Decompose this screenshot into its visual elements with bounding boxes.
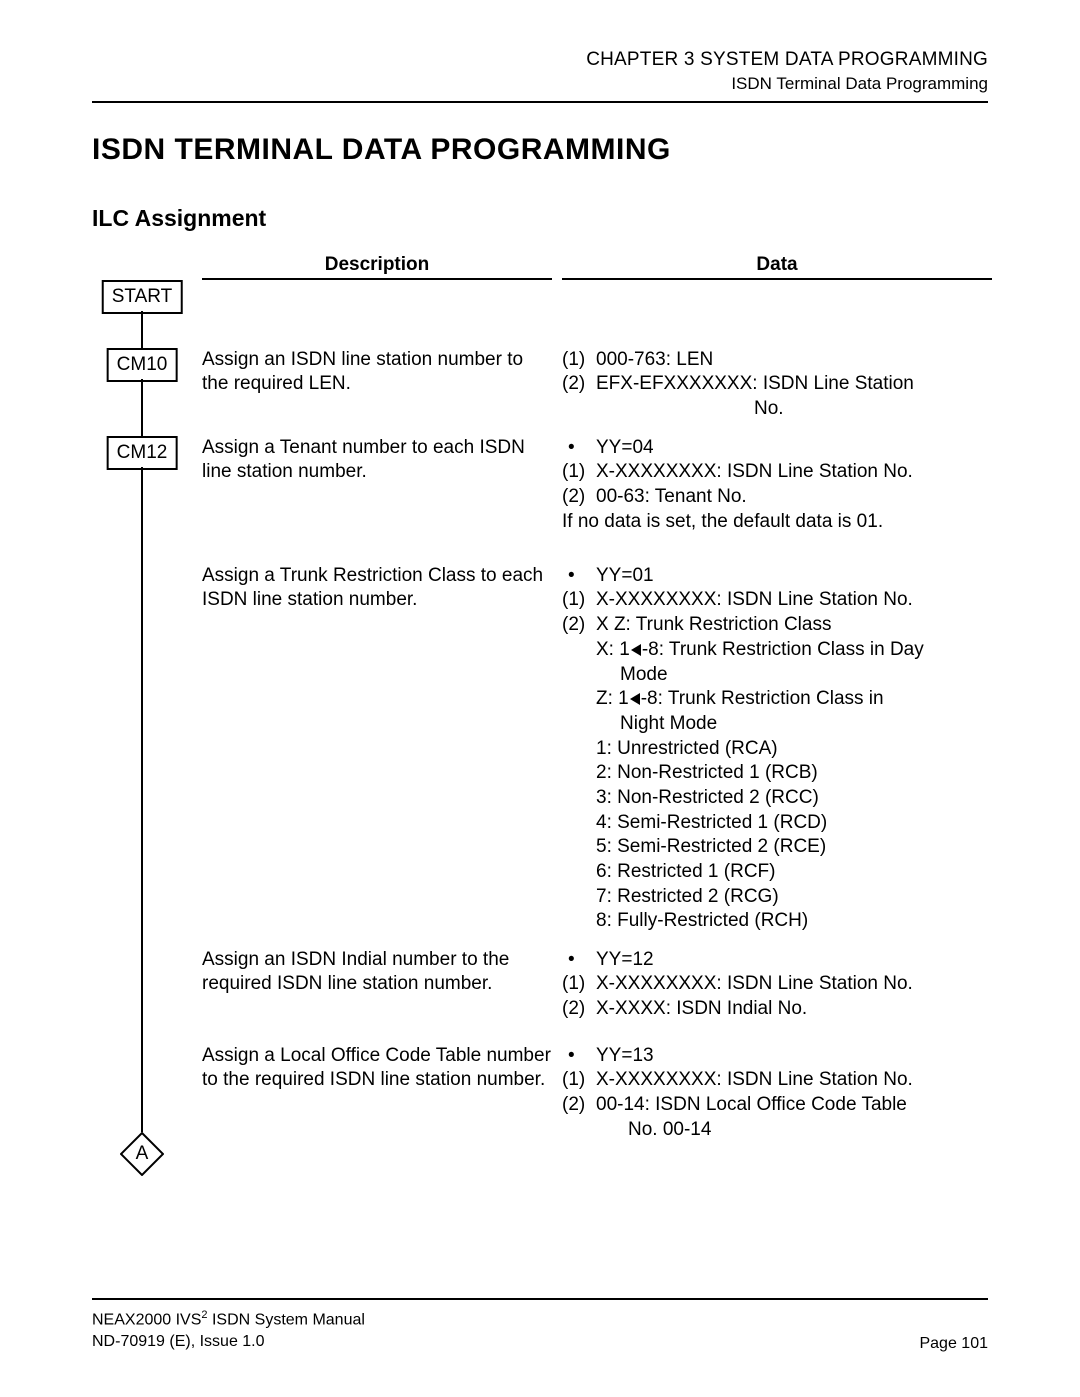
data-cell: •YY=01 (1)X-XXXXXXXX: ISDN Line Station …: [562, 564, 992, 934]
footer-rule: [92, 1298, 988, 1300]
section-heading: ISDN Terminal Data Programming: [92, 73, 988, 95]
column-headers: X Description Data: [92, 246, 988, 280]
flow-line: [141, 311, 143, 348]
description-cell: Assign a Local Office Code Table number …: [202, 1044, 552, 1143]
content-grid: START CM10 CM12 A Assign an ISDN line st…: [92, 280, 988, 1190]
page-header: CHAPTER 3 SYSTEM DATA PROGRAMMING ISDN T…: [92, 48, 988, 95]
column-header-description: Description: [202, 254, 552, 280]
flow-line: [141, 467, 143, 1132]
header-rule: [92, 101, 988, 103]
table-row: Assign an ISDN Indial number to the requ…: [202, 948, 992, 1022]
content-body: Assign an ISDN line station number to th…: [202, 280, 992, 1190]
data-cell: •YY=04 (1)X-XXXXXXXX: ISDN Line Station …: [562, 436, 992, 535]
page-footer: NEAX2000 IVS2 ISDN System Manual ND-7091…: [92, 1298, 988, 1353]
flow-header-spacer: X: [92, 246, 192, 280]
page-title: ISDN TERMINAL DATA PROGRAMMING: [92, 133, 988, 167]
left-triangle-icon: [631, 644, 641, 656]
description-cell: Assign a Trunk Restriction Class to each…: [202, 564, 552, 934]
description-cell: Assign an ISDN line station number to th…: [202, 348, 552, 422]
document-page: CHAPTER 3 SYSTEM DATA PROGRAMMING ISDN T…: [0, 0, 1080, 1397]
description-cell: Assign a Tenant number to each ISDN line…: [202, 436, 552, 535]
table-row: Assign a Tenant number to each ISDN line…: [202, 436, 992, 535]
flow-connector-label: A: [136, 1143, 149, 1165]
footer-page-number: Page 101: [919, 1335, 988, 1353]
flow-line: [141, 379, 143, 436]
table-row: Assign a Local Office Code Table number …: [202, 1044, 992, 1143]
flow-connector: A: [120, 1132, 164, 1176]
footer-left: NEAX2000 IVS2 ISDN System Manual ND-7091…: [92, 1308, 365, 1353]
description-cell: Assign an ISDN Indial number to the requ…: [202, 948, 552, 1022]
flowchart-column: START CM10 CM12 A: [92, 280, 192, 1190]
left-triangle-icon: [630, 693, 640, 705]
x-line: X: 1-8: Trunk Restriction Class in Day: [562, 638, 992, 663]
flow-cm10-box: CM10: [107, 348, 178, 382]
section-title: ILC Assignment: [92, 205, 988, 232]
table-row: Assign an ISDN line station number to th…: [202, 348, 992, 422]
flow-start-box: START: [102, 280, 183, 314]
z-line: Z: 1-8: Trunk Restriction Class in: [562, 687, 992, 712]
data-cell: •YY=12 (1)X-XXXXXXXX: ISDN Line Station …: [562, 948, 992, 1022]
column-header-data: Data: [562, 254, 992, 280]
flow-cm12-box: CM12: [107, 436, 178, 470]
data-cell: (1)000-763: LEN (2)EFX-EFXXXXXXX: ISDN L…: [562, 348, 992, 422]
table-row: Assign a Trunk Restriction Class to each…: [202, 564, 992, 934]
chapter-heading: CHAPTER 3 SYSTEM DATA PROGRAMMING: [92, 48, 988, 73]
data-cell: •YY=13 (1)X-XXXXXXXX: ISDN Line Station …: [562, 1044, 992, 1143]
